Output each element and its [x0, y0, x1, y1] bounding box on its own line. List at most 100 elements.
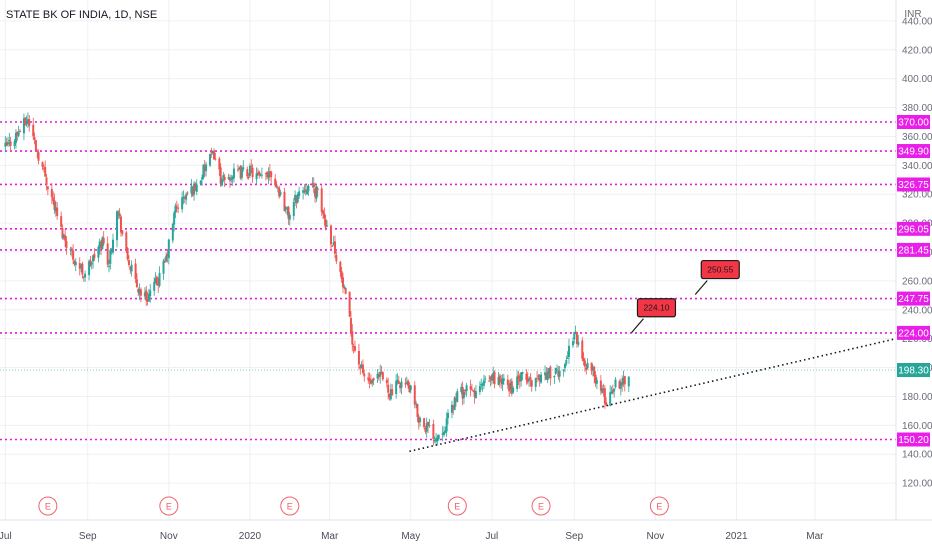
candle-body [89, 260, 92, 266]
candle-body [349, 317, 352, 333]
candle-body [221, 178, 224, 186]
candle-body [548, 368, 551, 374]
candle-body [81, 263, 84, 275]
earnings-circle [447, 496, 467, 516]
candle-body [478, 386, 481, 393]
candle-body [447, 412, 449, 419]
candle-body [359, 366, 362, 369]
candle-body [557, 371, 560, 377]
candle-body [126, 248, 129, 260]
candle-body [191, 188, 194, 196]
earnings-marker[interactable]: E [38, 496, 58, 516]
candle-body [500, 380, 503, 383]
currency-label: INR [904, 9, 921, 20]
candle-body [492, 373, 495, 380]
candle-body [332, 242, 335, 245]
candle-body [613, 388, 616, 392]
candle-body [109, 249, 112, 264]
candle-body [101, 237, 104, 249]
earnings-marker[interactable]: E [649, 496, 669, 516]
candle-body [581, 340, 584, 359]
candle-body [432, 423, 435, 439]
x-tick-label: Jul [485, 531, 498, 542]
candle-body [185, 194, 188, 200]
candle-body [343, 286, 346, 289]
candle-body [509, 383, 512, 390]
candle-body [129, 266, 132, 270]
candle-body [4, 142, 7, 147]
earnings-marker[interactable]: E [159, 496, 179, 516]
candle-body [553, 376, 556, 378]
level-badge [897, 242, 930, 257]
candle-body [28, 119, 31, 126]
candle-body [605, 402, 608, 406]
candle-body [222, 175, 225, 178]
earnings-label: E [166, 502, 172, 512]
candle-body [574, 331, 577, 333]
earnings-marker[interactable]: E [531, 496, 551, 516]
candle-body [389, 389, 392, 400]
x-tick-label: 2020 [239, 531, 262, 542]
candle-body [379, 371, 382, 377]
candle-body [251, 167, 254, 178]
candle-body [270, 171, 273, 178]
candle-body [210, 151, 213, 153]
candle-body [595, 380, 598, 384]
candle-body [240, 168, 243, 178]
candle-body [26, 119, 29, 124]
candle-body [110, 250, 113, 252]
candle-body [283, 191, 286, 212]
earnings-marker[interactable]: E [280, 496, 300, 516]
earnings-marker[interactable]: E [447, 496, 467, 516]
trendline[interactable] [409, 337, 897, 453]
candle-body [296, 193, 299, 203]
candle-body [302, 190, 305, 193]
price-callout[interactable]: 224.10 [630, 298, 677, 334]
candle-body [425, 423, 428, 432]
price-callout[interactable]: 250.55 [694, 259, 740, 295]
candle-body [65, 240, 68, 249]
candle-body [611, 389, 614, 393]
candle-body [360, 364, 363, 369]
candle-body [417, 416, 420, 423]
candle-body [246, 169, 249, 177]
candle-body [138, 289, 141, 295]
candle-body [436, 437, 439, 442]
candle-body [203, 166, 206, 171]
earnings-circle [280, 496, 300, 516]
candle-body [230, 179, 233, 181]
callouts: 224.10 250.55 [630, 259, 740, 334]
candle-body [294, 194, 297, 201]
candle-body [456, 391, 459, 402]
candle-body [334, 241, 337, 254]
candle-body [396, 380, 399, 382]
candle-body [154, 278, 157, 283]
candle-body [614, 379, 617, 388]
candle-body [82, 276, 85, 278]
level-badge [897, 325, 930, 340]
horizontal-levels [0, 121, 896, 441]
candle-body [193, 183, 196, 195]
time-axis[interactable]: Jul Sep Nov 2020 Mar May Jul Sep Nov 2021 Mar [0, 531, 824, 542]
candle-body [259, 174, 262, 176]
candle-body [149, 290, 152, 297]
candle-body [609, 392, 612, 406]
candle-body [201, 177, 204, 180]
callout-box [700, 259, 740, 280]
candle-body [363, 373, 366, 377]
candle-body [54, 207, 57, 212]
candle-body [388, 393, 391, 398]
earnings-circle [159, 496, 179, 516]
y-tick-label: 140.00 [902, 450, 932, 461]
candle-body [41, 162, 44, 167]
candle-body [518, 376, 521, 382]
candle-body [536, 377, 539, 379]
candle-body [115, 211, 118, 241]
candle-body [298, 191, 301, 197]
candle-body [173, 212, 176, 225]
level-label: 281.45 [898, 245, 929, 256]
candle-body [84, 273, 87, 278]
candle-body [125, 232, 128, 250]
candle-body [575, 331, 578, 344]
candle-body [493, 371, 496, 385]
